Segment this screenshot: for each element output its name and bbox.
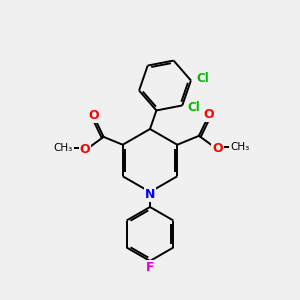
Text: Cl: Cl (196, 73, 209, 85)
Text: F: F (146, 261, 154, 274)
Text: CH₃: CH₃ (230, 142, 249, 152)
Text: O: O (203, 108, 214, 121)
Text: Cl: Cl (187, 101, 200, 114)
Text: N: N (145, 188, 155, 201)
Text: CH₃: CH₃ (54, 143, 73, 153)
Text: O: O (80, 143, 90, 156)
Text: O: O (212, 142, 223, 155)
Text: O: O (88, 110, 99, 122)
